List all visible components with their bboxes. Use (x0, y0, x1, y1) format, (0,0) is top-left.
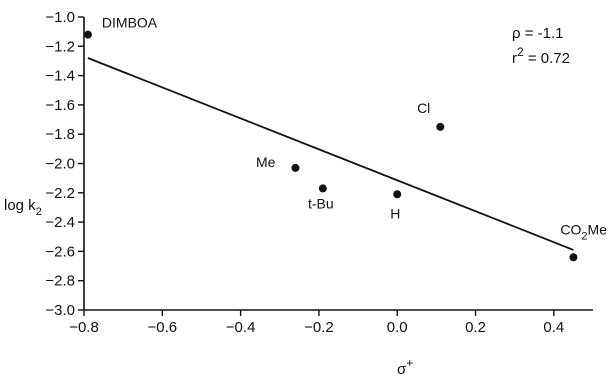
data-point (393, 190, 402, 199)
x-tick-label: −0.8 (69, 319, 99, 336)
data-points: DIMBOA Me t-Bu H Cl CO2Me (83, 15, 607, 262)
y-tick-label: −2.0 (45, 156, 75, 173)
y-tick-label: −3.0 (45, 302, 75, 319)
y-tick-label: −1.6 (45, 97, 75, 114)
data-point (83, 30, 92, 39)
y-tick-label: −2.6 (45, 243, 75, 260)
r-squared-annotation: r2 = 0.72 (512, 45, 570, 67)
point-label: Me (256, 154, 276, 170)
y-tick-label: −1.4 (45, 68, 75, 85)
data-point (318, 184, 327, 193)
point-label: Cl (417, 100, 430, 116)
y-tick-label: −2.2 (45, 185, 75, 202)
x-tick-label: 0.0 (387, 319, 408, 336)
x-tick-label: −0.2 (304, 319, 334, 336)
fit-line (87, 57, 574, 251)
y-tick-label: −2.4 (45, 214, 75, 231)
x-axis-label: σ+ (397, 356, 413, 378)
rho-annotation: ρ = -1.1 (512, 25, 563, 42)
y-axis-label: log k2 (4, 197, 42, 218)
fit-line-group (87, 57, 574, 251)
y-tick-label: −1.0 (45, 9, 75, 26)
x-tick-label: 0.2 (465, 319, 486, 336)
x-tick-label: −0.6 (147, 319, 177, 336)
x-tick-label: −0.4 (226, 319, 256, 336)
y-tick-label: −2.8 (45, 273, 75, 290)
point-label: DIMBOA (102, 15, 158, 31)
x-tick-label: 0.4 (543, 319, 564, 336)
point-label: t-Bu (308, 195, 334, 211)
data-point (436, 122, 445, 131)
point-label: H (390, 205, 400, 221)
point-label: CO2Me (560, 221, 607, 242)
y-tick-label: −1.2 (45, 38, 75, 55)
data-point (569, 253, 578, 262)
y-tick-label: −1.8 (45, 126, 75, 143)
ticks: −1.0 −1.2 −1.4 −1.6 −1.8 −2.0 −2.2 −2.4 −2.6 −2.8… (45, 9, 564, 336)
data-point (291, 163, 300, 172)
